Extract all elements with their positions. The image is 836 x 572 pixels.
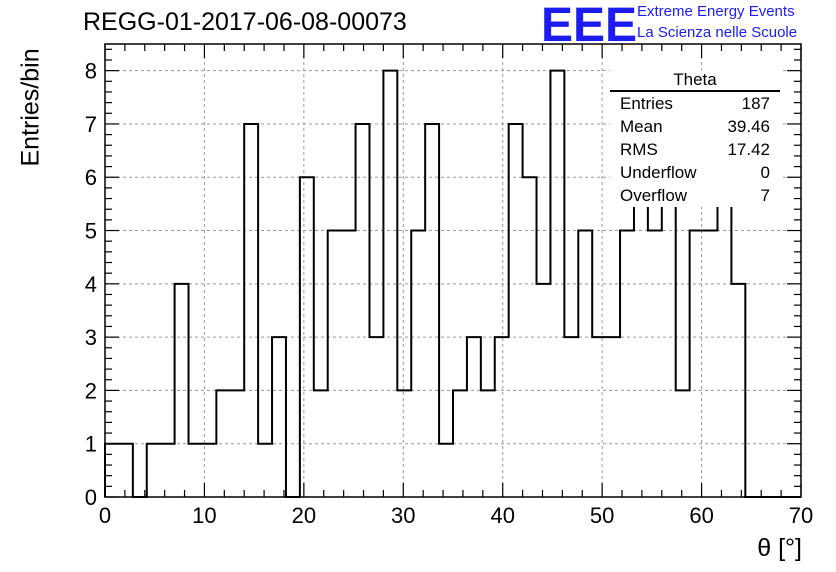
histogram-bin — [356, 124, 370, 497]
histogram-bin — [411, 231, 425, 497]
x-tick-label: 10 — [192, 503, 216, 528]
histogram-bin — [369, 337, 383, 497]
histogram-bin — [648, 231, 662, 497]
stats-label: Overflow — [620, 186, 688, 205]
y-tick-label: 0 — [85, 485, 97, 510]
histogram-bin — [439, 444, 453, 497]
histogram-bin — [105, 444, 119, 497]
stats-value: 187 — [741, 94, 770, 113]
logo-line-1: Extreme Energy Events — [637, 3, 795, 20]
stats-row-entries: Entries 187 — [610, 92, 780, 115]
histogram-bin — [467, 337, 481, 497]
x-tick-label: 0 — [99, 503, 111, 528]
x-tick-label: 40 — [490, 503, 514, 528]
stats-row-overflow: Overflow 7 — [610, 184, 780, 207]
stats-box: Theta Entries 187 Mean 39.46 RMS 17.42 Underfl… — [610, 70, 780, 207]
histogram-bin — [147, 444, 161, 497]
x-tick-label: 50 — [590, 503, 614, 528]
histogram-bin — [328, 231, 342, 497]
y-tick-label: 7 — [85, 112, 97, 137]
stats-label: Mean — [620, 117, 663, 136]
stats-row-rms: RMS 17.42 — [610, 138, 780, 161]
y-tick-label: 8 — [85, 59, 97, 84]
histogram-bin — [161, 444, 175, 497]
histogram-bin — [523, 177, 537, 497]
x-axis-label: θ [°] — [757, 534, 802, 562]
y-tick-label: 1 — [85, 432, 97, 457]
y-tick-label: 5 — [85, 219, 97, 244]
histogram-bin — [509, 124, 523, 497]
histogram-bin — [189, 444, 203, 497]
stats-value: 0 — [760, 163, 770, 182]
histogram-bin — [216, 390, 230, 497]
chart-title: REGG-01-2017-06-08-00073 — [83, 8, 407, 36]
histogram-bin — [119, 444, 133, 497]
histogram-bin — [244, 124, 258, 497]
stats-value: 39.46 — [727, 117, 770, 136]
histogram-bin — [578, 231, 592, 497]
x-tick-label: 70 — [789, 503, 813, 528]
stats-label: Underflow — [620, 163, 697, 182]
histogram-bin — [258, 444, 272, 497]
stats-row-underflow: Underflow 0 — [610, 161, 780, 184]
y-tick-label: 6 — [85, 165, 97, 190]
histogram-bin — [620, 231, 634, 497]
y-tick-label: 2 — [85, 378, 97, 403]
axis-ticks — [104, 44, 802, 498]
y-tick-label: 4 — [85, 272, 97, 297]
x-tick-label: 20 — [292, 503, 316, 528]
stats-label: RMS — [620, 140, 658, 159]
histogram-bin — [425, 124, 439, 497]
x-tick-label: 60 — [689, 503, 713, 528]
histogram-bin — [342, 231, 356, 497]
histogram-bin — [175, 284, 189, 497]
stats-row-mean: Mean 39.46 — [610, 115, 780, 138]
histogram-bin — [481, 390, 495, 497]
stats-value: 7 — [760, 186, 770, 205]
histogram-bin — [704, 231, 718, 497]
y-tick-label: 3 — [85, 325, 97, 350]
plot-frame — [104, 43, 802, 498]
eee-logo: EEE — [541, 0, 638, 52]
stats-value: 17.42 — [727, 140, 770, 159]
stats-label: Entries — [620, 94, 673, 113]
histogram-bin — [495, 337, 509, 497]
histogram-bin — [564, 337, 578, 497]
stats-title: Theta — [610, 70, 780, 92]
x-tick-label: 30 — [391, 503, 415, 528]
histogram-bin — [606, 337, 620, 497]
histogram-bin — [592, 337, 606, 497]
histogram-bin — [272, 337, 286, 497]
logo-line-2: La Scienza nelle Scuole — [637, 24, 798, 41]
